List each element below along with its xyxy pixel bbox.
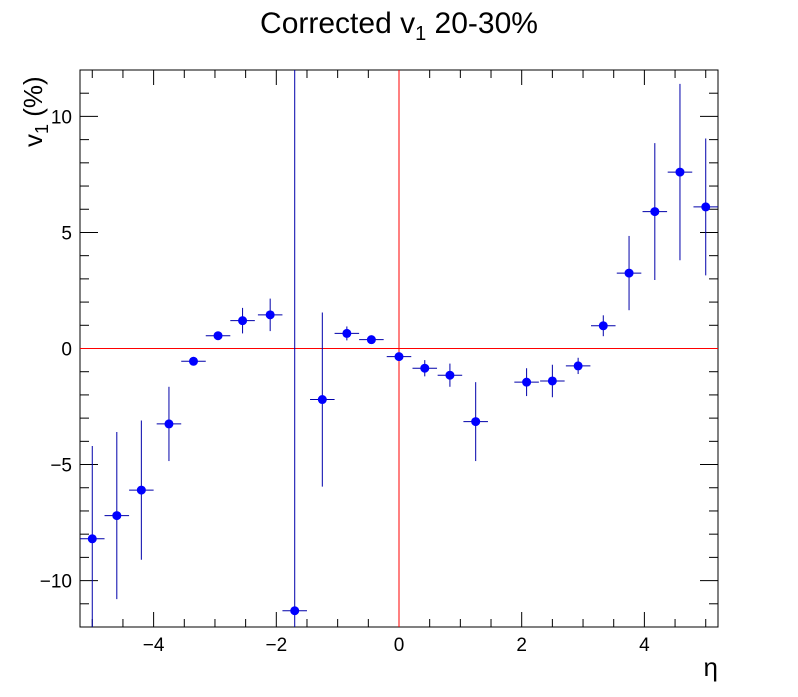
data-point	[394, 352, 404, 362]
data-point	[522, 377, 532, 387]
y-tick-label: 10	[51, 107, 72, 128]
data-point	[701, 202, 711, 212]
data-point	[238, 316, 248, 326]
data-point	[650, 207, 660, 217]
x-tick-label: −4	[143, 635, 165, 656]
data-point	[317, 395, 327, 405]
data-point	[420, 363, 430, 373]
x-tick-label: 0	[394, 635, 405, 656]
y-axis-title: v1 (%)	[18, 76, 52, 147]
y-tick-label: −10	[40, 572, 72, 593]
data-point	[136, 485, 146, 495]
data-point	[265, 310, 275, 320]
data-point	[471, 417, 481, 427]
chart-title-rest: 20-30%	[426, 7, 538, 40]
x-axis-title: η	[704, 652, 718, 682]
data-point	[366, 335, 376, 345]
x-tick-label: −2	[265, 635, 287, 656]
data-point	[112, 511, 122, 521]
x-tick-label: 2	[516, 635, 527, 656]
y-tick-label: 0	[61, 340, 72, 361]
data-point	[547, 376, 557, 386]
data-point	[188, 356, 198, 366]
data-point	[445, 370, 455, 380]
plot-area: −4 −2 0 2 4 −10 −5 0 5 10	[40, 69, 719, 656]
chart-title: Corrected v1 20-30%	[260, 7, 538, 45]
y-axis-title-rest: (%)	[18, 76, 48, 124]
x-tick-label: 4	[639, 635, 650, 656]
data-point	[573, 361, 583, 371]
svg-text:v1 (%): v1 (%)	[18, 76, 52, 147]
data-point	[624, 268, 634, 278]
data-point	[675, 167, 685, 177]
data-point	[213, 331, 223, 341]
data-point	[87, 534, 97, 544]
y-tick-label: 5	[61, 223, 72, 244]
data-point	[290, 606, 300, 616]
chart-title-subscript: 1	[415, 23, 426, 45]
y-axis-title-subscript: 1	[32, 124, 52, 134]
data-point	[598, 321, 608, 331]
data-point	[342, 328, 352, 338]
data-point	[164, 419, 174, 429]
y-tick-label: −5	[50, 456, 72, 477]
